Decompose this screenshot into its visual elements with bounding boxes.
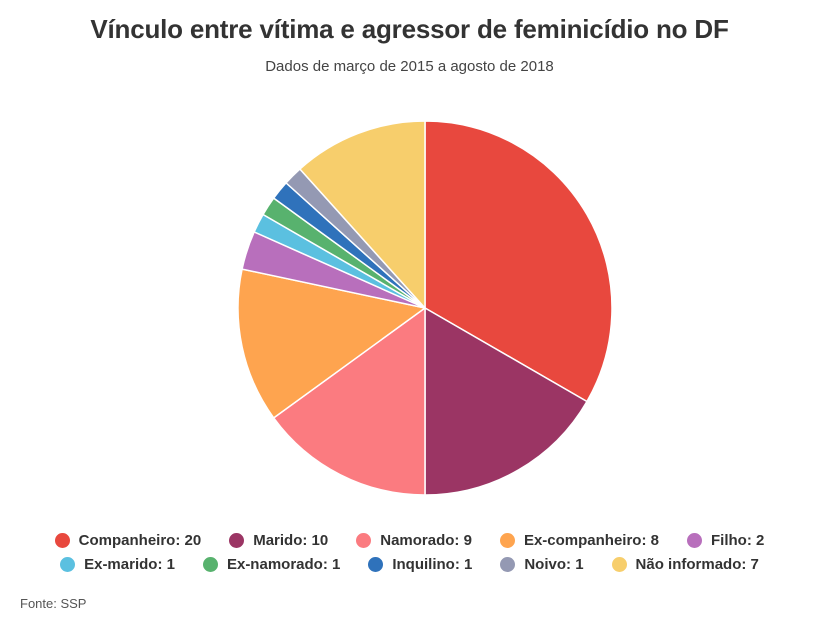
legend-swatch <box>202 556 218 572</box>
legend-swatch <box>500 556 516 572</box>
legend-swatch <box>54 532 70 548</box>
legend-item-filho[interactable]: Filho2 <box>686 531 764 549</box>
pie-slice-namorado <box>272 307 426 496</box>
legend-item-ex-marido[interactable]: Ex-marido1 <box>60 556 175 573</box>
legend-value: 10 <box>302 532 329 549</box>
legend-value: 8 <box>641 532 659 549</box>
legend-value: 7 <box>741 556 759 573</box>
legend-label: Marido <box>253 531 303 549</box>
chart-title: Vínculo entre vítima e agressor de femin… <box>90 14 729 44</box>
legend-row-2: Ex-marido1Ex-namorado1Inquilino1Noivo1Nã… <box>0 552 819 576</box>
legend-value: 1 <box>157 556 175 573</box>
legend-swatch <box>229 532 245 548</box>
legend-value: 1 <box>455 556 472 573</box>
legend-label: Filho <box>710 531 747 549</box>
legend-item-ex-companheiro[interactable]: Ex-companheiro8 <box>499 531 659 549</box>
legend-value: 9 <box>454 532 472 549</box>
legend-item-inquilino[interactable]: Inquilino1 <box>368 556 472 573</box>
legend-item-companheiro[interactable]: Companheiro20 <box>54 531 202 549</box>
legend-label: Ex-marido <box>84 555 158 573</box>
pie-slice-ex-companheiro <box>237 268 426 419</box>
legend-swatch <box>60 556 76 572</box>
legend-swatch <box>368 556 384 572</box>
legend-label: Ex-namorado <box>226 555 323 573</box>
legend-label: Ex-companheiro <box>523 531 642 549</box>
legend-label: Noivo <box>524 555 567 573</box>
legend-value: 20 <box>175 532 202 549</box>
legend-item-n-o-informado[interactable]: Não informado7 <box>611 555 759 573</box>
legend-swatch <box>686 532 702 548</box>
legend-swatch <box>499 532 515 548</box>
pie-slice-n-o-informado <box>299 120 426 309</box>
legend-swatch <box>611 556 627 572</box>
pie-slice-companheiro <box>424 120 613 403</box>
legend: Companheiro20 Marido10 Namorado9 Ex-companh… <box>0 528 819 576</box>
legend-value: 1 <box>566 556 583 573</box>
pie-slice-marido <box>424 307 588 496</box>
legend-item-ex-namorado[interactable]: Ex-namorado1 <box>202 555 340 573</box>
legend-item-namorado[interactable]: Namorado9 <box>356 532 472 549</box>
legend-label: Companheiro <box>78 531 176 549</box>
chart-subtitle: Dados de março de 2015 a agosto de 2018 <box>265 58 554 75</box>
legend-row-1: Companheiro20 Marido10 Namorado9 Ex-companh… <box>0 528 819 552</box>
source-note: Fonte: SSP <box>20 596 87 611</box>
legend-label: Inquilino <box>392 555 455 573</box>
legend-value: 1 <box>323 556 340 573</box>
legend-swatch <box>356 532 372 548</box>
legend-value: 2 <box>747 532 764 549</box>
legend-label: Não informado <box>635 555 742 573</box>
legend-item-marido[interactable]: Marido10 <box>229 532 328 549</box>
legend-item-noivo[interactable]: Noivo1 <box>500 555 584 573</box>
legend-label: Namorado <box>380 531 455 549</box>
pie-chart <box>237 120 613 496</box>
